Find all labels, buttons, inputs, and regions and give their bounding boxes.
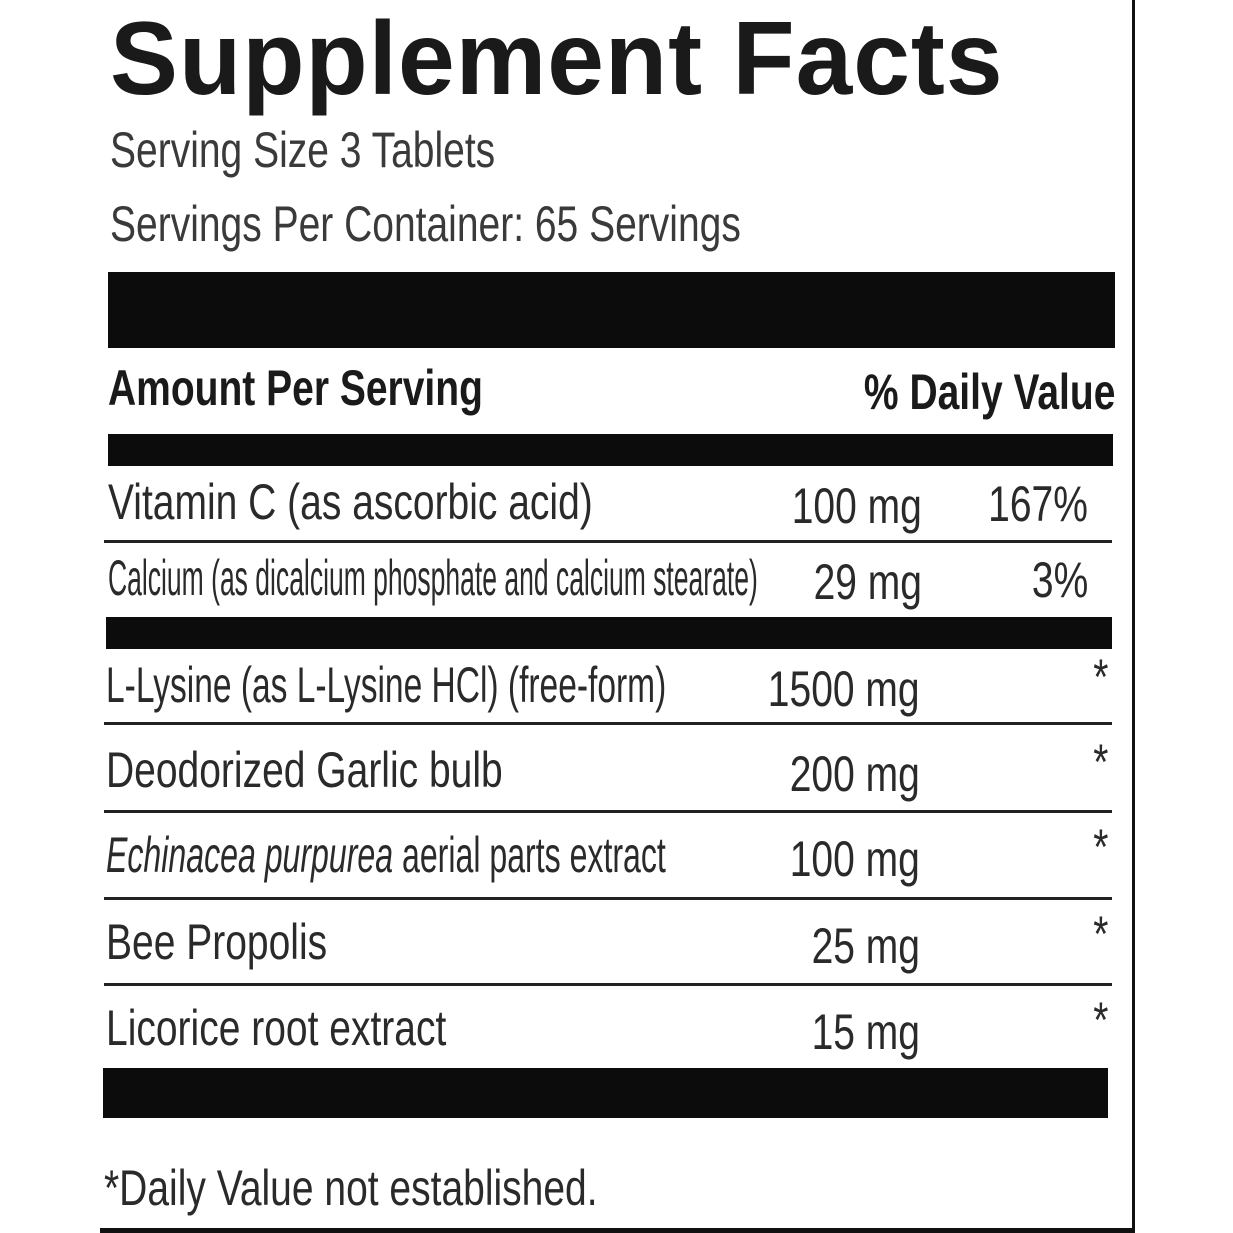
ingredient-name-italic: Echinacea purpurea — [106, 827, 394, 883]
label-bottom-border — [100, 1228, 1135, 1233]
divider — [106, 617, 1112, 649]
ingredient-amount: 25 mg — [811, 918, 920, 974]
ingredient-name: L-Lysine (as L-Lysine HCl) (free-form) — [106, 655, 666, 715]
nutrient-amount: 100 mg — [791, 478, 922, 534]
ingredient-name-text: Licorice root extract — [106, 1000, 447, 1056]
footnote: *Daily Value not established. — [104, 1160, 598, 1216]
ingredient-daily-value: * — [1092, 819, 1108, 875]
divider — [108, 434, 1113, 466]
thick-divider — [108, 272, 1115, 348]
row-divider — [104, 897, 1112, 900]
row-divider — [104, 722, 1112, 725]
ingredient-name-text: Deodorized Garlic bulb — [106, 742, 503, 798]
nutrient-daily-value: 3% — [1031, 552, 1088, 608]
servings-per-container: Servings Per Container: 65 Servings — [110, 196, 741, 252]
label-title: Supplement Facts — [110, 1, 1004, 117]
nutrient-name-text: Vitamin C (as ascorbic acid) — [108, 474, 593, 530]
ingredient-name-text: L-Lysine (as L-Lysine HCl) (free-form) — [106, 657, 667, 713]
ingredient-daily-value: * — [1092, 649, 1108, 705]
nutrient-daily-value: 167% — [988, 476, 1088, 532]
row-divider — [104, 983, 1112, 986]
ingredient-amount: 200 mg — [789, 746, 920, 802]
ingredient-amount: 15 mg — [811, 1004, 920, 1060]
thick-divider — [103, 1068, 1108, 1118]
ingredient-daily-value: * — [1092, 734, 1108, 790]
row-divider — [104, 810, 1112, 813]
ingredient-name-text: aerial parts extract — [393, 827, 666, 883]
ingredient-name: Licorice root extract — [106, 998, 446, 1058]
ingredient-daily-value: * — [1092, 906, 1108, 962]
row-divider — [104, 540, 1112, 543]
amount-per-serving-header: Amount Per Serving — [108, 360, 483, 416]
serving-size: Serving Size 3 Tablets — [110, 122, 496, 178]
nutrient-amount: 29 mg — [813, 554, 922, 610]
nutrient-name: Calcium (as dicalcium phosphate and calc… — [108, 548, 758, 608]
nutrient-name-text: Calcium (as dicalcium phosphate and calc… — [108, 550, 758, 606]
ingredient-name-text: Bee Propolis — [106, 914, 328, 970]
ingredient-name: Bee Propolis — [106, 912, 327, 972]
ingredient-amount: 100 mg — [789, 831, 920, 887]
daily-value-header: % Daily Value — [863, 364, 1115, 420]
ingredient-name: Deodorized Garlic bulb — [106, 740, 503, 800]
ingredient-amount: 1500 mg — [768, 661, 920, 717]
label-right-border — [1132, 0, 1135, 1233]
ingredient-daily-value: * — [1092, 992, 1108, 1048]
nutrient-name: Vitamin C (as ascorbic acid) — [108, 472, 593, 532]
ingredient-name: Echinacea purpurea aerial parts extract — [106, 825, 666, 885]
